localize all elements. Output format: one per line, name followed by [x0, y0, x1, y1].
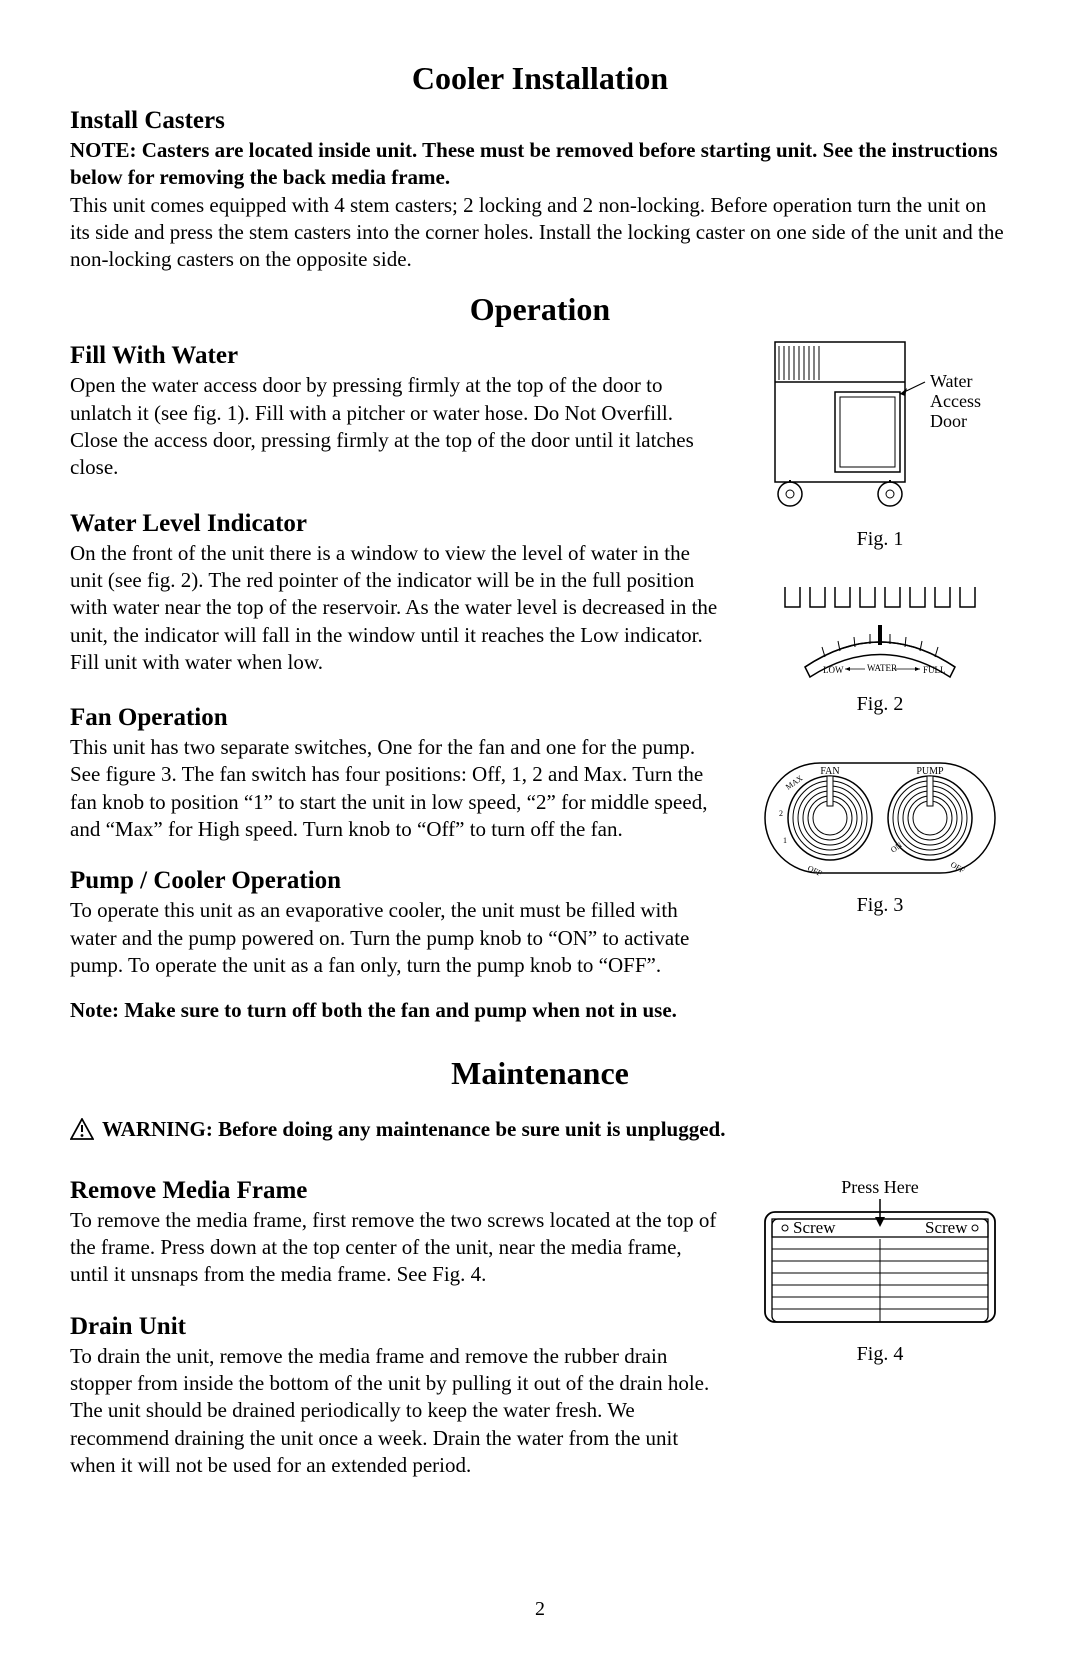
fill-water-text: Open the water access door by pressing f… — [70, 372, 720, 481]
fig1-label-access: Access — [930, 391, 981, 411]
heading-fill-water: Fill With Water — [70, 342, 720, 370]
heading-operation: Operation — [70, 291, 1010, 328]
heading-water-level: Water Level Indicator — [70, 510, 720, 538]
figure-1: Water Access Door — [765, 332, 995, 522]
figure-3: FAN MAX 2 1 OFF PUMP ON OFF — [755, 748, 1005, 888]
warning-icon — [70, 1118, 94, 1140]
fig3-on: ON — [889, 841, 904, 855]
heading-pump-cooler: Pump / Cooler Operation — [70, 867, 720, 895]
fig3-fan-off: OFF — [806, 864, 824, 879]
fig2-water: WATER — [867, 663, 897, 673]
fig4-press-here: Press Here — [841, 1177, 918, 1197]
fig1-label-door: Door — [930, 411, 967, 431]
pump-cooler-text: To operate this unit as an evaporative c… — [70, 897, 720, 979]
casters-text: This unit comes equipped with 4 stem cas… — [70, 192, 1010, 274]
fig3-max: MAX — [784, 774, 805, 792]
drain-unit-text: To drain the unit, remove the media fram… — [70, 1343, 720, 1479]
casters-note: NOTE: Casters are located inside unit. T… — [70, 137, 1010, 192]
heading-cooler-installation: Cooler Installation — [70, 60, 1010, 97]
fig1-caption: Fig. 1 — [857, 528, 904, 551]
fig4-screw-right: Screw — [925, 1218, 968, 1237]
figure-2: LOW WATER FULL — [765, 577, 995, 687]
fig2-low: LOW — [823, 665, 844, 675]
fig3-pump-label: PUMP — [916, 766, 944, 777]
page-number: 2 — [0, 1598, 1080, 1621]
water-level-text: On the front of the unit there is a wind… — [70, 540, 720, 676]
fig3-caption: Fig. 3 — [857, 894, 904, 917]
fig3-pump-off: OFF — [949, 860, 967, 875]
heading-drain-unit: Drain Unit — [70, 1313, 720, 1341]
heading-remove-media: Remove Media Frame — [70, 1177, 720, 1205]
heading-maintenance: Maintenance — [70, 1055, 1010, 1092]
fig2-full: FULL — [923, 665, 946, 675]
fig3-two: 2 — [779, 809, 783, 818]
fig3-one: 1 — [783, 836, 787, 845]
warning-text: WARNING: Before doing any maintenance be… — [102, 1116, 725, 1143]
heading-install-casters: Install Casters — [70, 107, 1010, 135]
fig1-label-water: Water — [930, 371, 973, 391]
fig2-caption: Fig. 2 — [857, 693, 904, 716]
figure-4: Press Here Screw Screw — [750, 1177, 1010, 1337]
fan-operation-text: This unit has two separate switches, One… — [70, 734, 720, 843]
pump-note: Note: Make sure to turn off both the fan… — [70, 997, 720, 1024]
fig4-caption: Fig. 4 — [857, 1343, 904, 1366]
heading-fan-operation: Fan Operation — [70, 704, 720, 732]
remove-media-text: To remove the media frame, first remove … — [70, 1207, 720, 1289]
fig3-fan-label: FAN — [820, 766, 839, 777]
fig4-screw-left: Screw — [793, 1218, 836, 1237]
